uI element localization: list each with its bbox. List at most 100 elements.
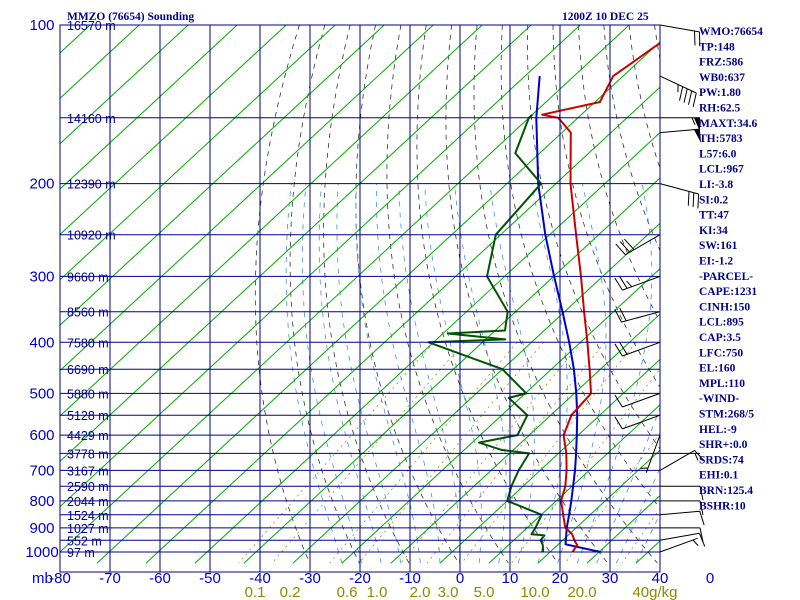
moist-adiabat-line bbox=[596, 406, 660, 564]
index-line: LFC:750 bbox=[699, 347, 743, 359]
wind-barb-feather bbox=[692, 192, 695, 208]
index-line: SW:161 bbox=[699, 240, 738, 252]
temperature-tick-label: -10 bbox=[399, 570, 421, 587]
wind-barb-feather bbox=[614, 343, 623, 357]
height-label: 2590 m bbox=[67, 480, 109, 494]
mixing-ratio-label: 3.0 bbox=[438, 584, 459, 600]
mixing-ratio-line bbox=[271, 342, 465, 564]
index-line: TP:148 bbox=[699, 41, 735, 53]
height-label: 7580 m bbox=[67, 336, 109, 350]
wind-barb-pennant bbox=[693, 129, 702, 143]
wind-barb bbox=[614, 414, 661, 430]
wind-barb-staff bbox=[622, 392, 661, 408]
wind-barb-feather bbox=[694, 31, 696, 46]
height-label: 4429 m bbox=[67, 429, 109, 443]
isotherm-line bbox=[60, 25, 581, 508]
isotherm-line bbox=[60, 25, 434, 372]
index-line: BSHR:10 bbox=[699, 500, 746, 512]
wind-barb bbox=[659, 128, 702, 143]
wind-barb-feather bbox=[699, 511, 705, 526]
moist-adiabat-line bbox=[576, 183, 653, 564]
wind-barb-feather bbox=[624, 238, 635, 251]
index-line: EI:-1.2 bbox=[699, 256, 733, 268]
isotherm-line bbox=[60, 25, 630, 553]
temperature-tick-label: -40 bbox=[249, 570, 271, 587]
wind-barb-feather bbox=[614, 277, 623, 291]
wind-barb bbox=[614, 307, 661, 323]
wind-barb-feather bbox=[697, 193, 700, 209]
wind-barb bbox=[660, 452, 700, 461]
index-line: EL:160 bbox=[699, 363, 736, 375]
wind-barb-feather bbox=[694, 450, 705, 462]
height-label: 1027 m bbox=[67, 522, 109, 536]
height-label: 552 m bbox=[67, 534, 102, 548]
pressure-tick-label: 500 bbox=[29, 385, 54, 402]
index-line: MPL:110 bbox=[699, 378, 745, 390]
index-line: CAP:3.5 bbox=[699, 332, 741, 344]
temperature-tick-label: 30 bbox=[602, 570, 619, 587]
moist-adiabat-line bbox=[336, 183, 402, 564]
wind-barb bbox=[659, 449, 705, 471]
height-label: 6690 m bbox=[67, 363, 109, 377]
isotherm-line bbox=[243, 177, 660, 564]
height-label: 3167 m bbox=[67, 464, 109, 478]
temperature-tick-label: 10 bbox=[502, 570, 519, 587]
temperature-tick-label: -80 bbox=[49, 570, 71, 587]
wind-barb bbox=[660, 485, 704, 501]
height-label: 97 m bbox=[67, 546, 95, 560]
chart-time: 1200Z 10 DEC 25 bbox=[562, 11, 649, 23]
mixing-ratio-label: 10.0 bbox=[520, 584, 549, 600]
wind-barb-layer bbox=[614, 24, 706, 553]
index-line: LCL:895 bbox=[699, 317, 744, 329]
mixing-ratio-label: 0.1 bbox=[245, 584, 266, 600]
mixing-ratio-label: 1.0 bbox=[367, 584, 388, 600]
moist-adiabat-line bbox=[301, 183, 362, 564]
mixing-ratio-label: 20.0 bbox=[567, 584, 596, 600]
moist-adiabat-line bbox=[615, 467, 660, 564]
index-line: LI:-3.8 bbox=[699, 179, 733, 191]
wind-barb bbox=[640, 434, 661, 473]
wind-barb-feather bbox=[687, 191, 690, 206]
height-label: 1524 m bbox=[67, 509, 109, 523]
chart-title: MMZO (76654) Sounding bbox=[67, 11, 194, 23]
index-line: BRN:125.4 bbox=[699, 485, 753, 497]
isotherm-line bbox=[60, 25, 532, 462]
index-line: LCL:967 bbox=[699, 164, 744, 176]
pressure-tick-label: 1000 bbox=[25, 544, 58, 561]
index-line: -WIND- bbox=[699, 393, 739, 405]
temperature-tick-label: 40 bbox=[652, 570, 669, 587]
isotherm-line bbox=[292, 222, 660, 564]
wind-barb-feather bbox=[619, 241, 631, 253]
wind-barb-staff bbox=[659, 24, 700, 33]
dry-adiabat-line bbox=[445, 25, 609, 564]
index-line: CINH:150 bbox=[699, 301, 750, 313]
wind-barb-staff bbox=[621, 311, 661, 323]
wind-barb-feather bbox=[683, 88, 688, 103]
wind-barb-staff bbox=[645, 434, 661, 473]
index-line: HEL:-9 bbox=[699, 424, 737, 436]
dry-adiabat-line bbox=[323, 25, 410, 564]
index-line: WMO:76654 bbox=[699, 26, 763, 38]
mixing-ratio-label: 2.0 bbox=[410, 584, 431, 600]
temperature-tick-label: -30 bbox=[299, 570, 321, 587]
pressure-tick-label: 100 bbox=[29, 17, 54, 34]
index-line: TT:47 bbox=[699, 210, 729, 222]
mixing-ratio-line bbox=[621, 507, 660, 564]
pressure-tick-label: 300 bbox=[29, 268, 54, 285]
isotherm-line bbox=[488, 404, 660, 564]
wind-barb bbox=[614, 341, 661, 357]
index-line: -PARCEL- bbox=[699, 271, 753, 283]
mixing-ratio-label: 0.6 bbox=[337, 584, 358, 600]
mixing-ratio-line bbox=[511, 368, 660, 564]
moist-adiabat-line bbox=[635, 513, 660, 564]
moist-adiabat-line bbox=[424, 183, 482, 564]
index-line: SI:0.2 bbox=[699, 194, 728, 206]
height-label: 5880 m bbox=[67, 387, 109, 401]
index-line: EHI:0.1 bbox=[699, 470, 739, 482]
wind-barb-feather bbox=[619, 341, 628, 355]
mixing-ratio-line bbox=[564, 432, 660, 564]
index-line: SHR+:0.0 bbox=[699, 439, 748, 451]
temperature-tick-label: -20 bbox=[349, 570, 371, 587]
mixing-ratio-line bbox=[329, 342, 518, 564]
